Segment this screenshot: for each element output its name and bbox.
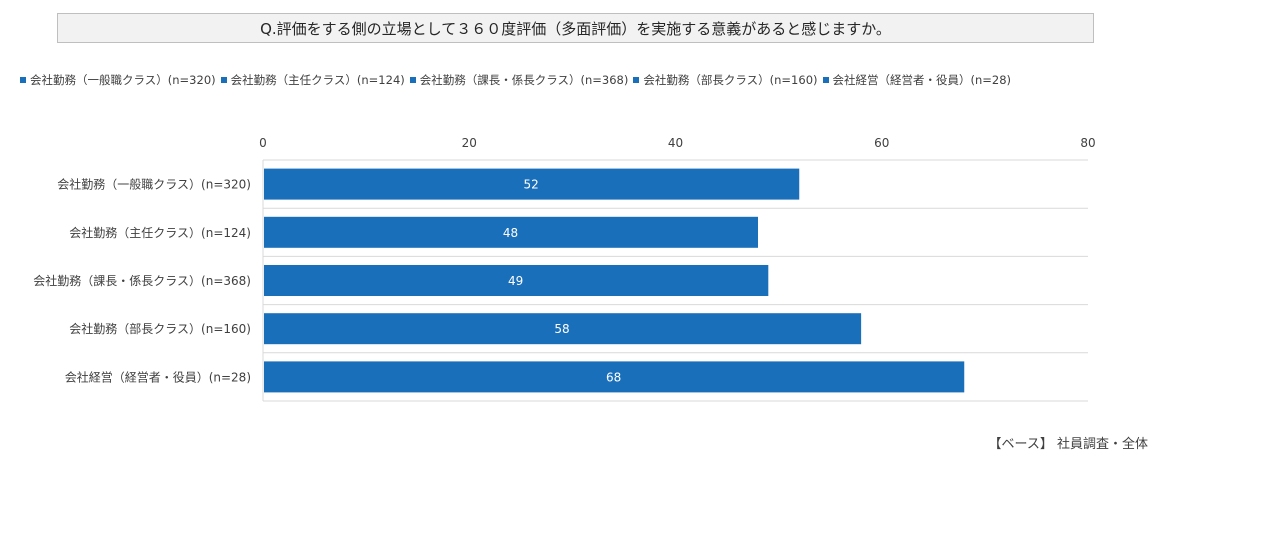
- legend-item: 会社経営（経営者・役員）(n=28): [822, 72, 1012, 88]
- category-label: 会社勤務（課長・係長クラス）(n=368): [33, 273, 251, 288]
- category-label: 会社勤務（部長クラス）(n=160): [69, 321, 251, 336]
- legend-label: 会社勤務（課長・係長クラス）(n=368): [419, 73, 629, 87]
- x-tick-label: 80: [1080, 136, 1095, 150]
- legend-swatch: [822, 77, 829, 83]
- legend-swatch: [220, 77, 227, 83]
- legend-label: 会社勤務（主任クラス）(n=124): [230, 73, 405, 87]
- legend-item: 会社勤務（課長・係長クラス）(n=368): [409, 72, 629, 88]
- bar: [264, 168, 800, 200]
- bar: [264, 361, 965, 393]
- bar: [264, 313, 862, 345]
- x-tick-label: 20: [462, 136, 477, 150]
- legend-item: 会社勤務（主任クラス）(n=124): [220, 72, 405, 88]
- category-label: 会社勤務（一般職クラス）(n=320): [57, 177, 251, 192]
- bar: [264, 265, 769, 296]
- legend-label: 会社経営（経営者・役員）(n=28): [832, 73, 1012, 87]
- bar-value-label: 68: [606, 370, 621, 384]
- legend-item: 会社勤務（部長クラス）(n=160): [633, 72, 818, 88]
- bar-value-label: 52: [523, 178, 538, 192]
- source-note: 【ベース】 社員調査・全体: [988, 437, 1148, 452]
- legend: 会社勤務（一般職クラス）(n=320) 会社勤務（主任クラス）(n=124) 会社勤…: [20, 71, 1016, 89]
- category-label: 会社勤務（主任クラス）(n=124): [69, 225, 251, 240]
- category-label: 会社経営（経営者・役員）(n=28): [65, 369, 251, 384]
- legend-item: 会社勤務（一般職クラス）(n=320): [20, 72, 216, 88]
- x-tick-label: 0: [259, 136, 267, 150]
- bar: [264, 216, 758, 248]
- legend-swatch: [633, 77, 640, 83]
- bar-value-label: 48: [503, 226, 518, 240]
- chart-title: Q.評価をする側の立場として３６０度評価（多面評価）を実施する意義があると感じま…: [57, 13, 1094, 43]
- legend-label: 会社勤務（部長クラス）(n=160): [643, 73, 818, 87]
- x-tick-label: 60: [874, 136, 889, 150]
- bar-value-label: 49: [508, 274, 523, 288]
- legend-label: 会社勤務（一般職クラス）(n=320): [30, 73, 216, 87]
- bar-value-label: 58: [554, 322, 569, 336]
- legend-swatch: [409, 77, 416, 83]
- legend-swatch: [20, 77, 26, 83]
- x-tick-label: 40: [668, 136, 683, 150]
